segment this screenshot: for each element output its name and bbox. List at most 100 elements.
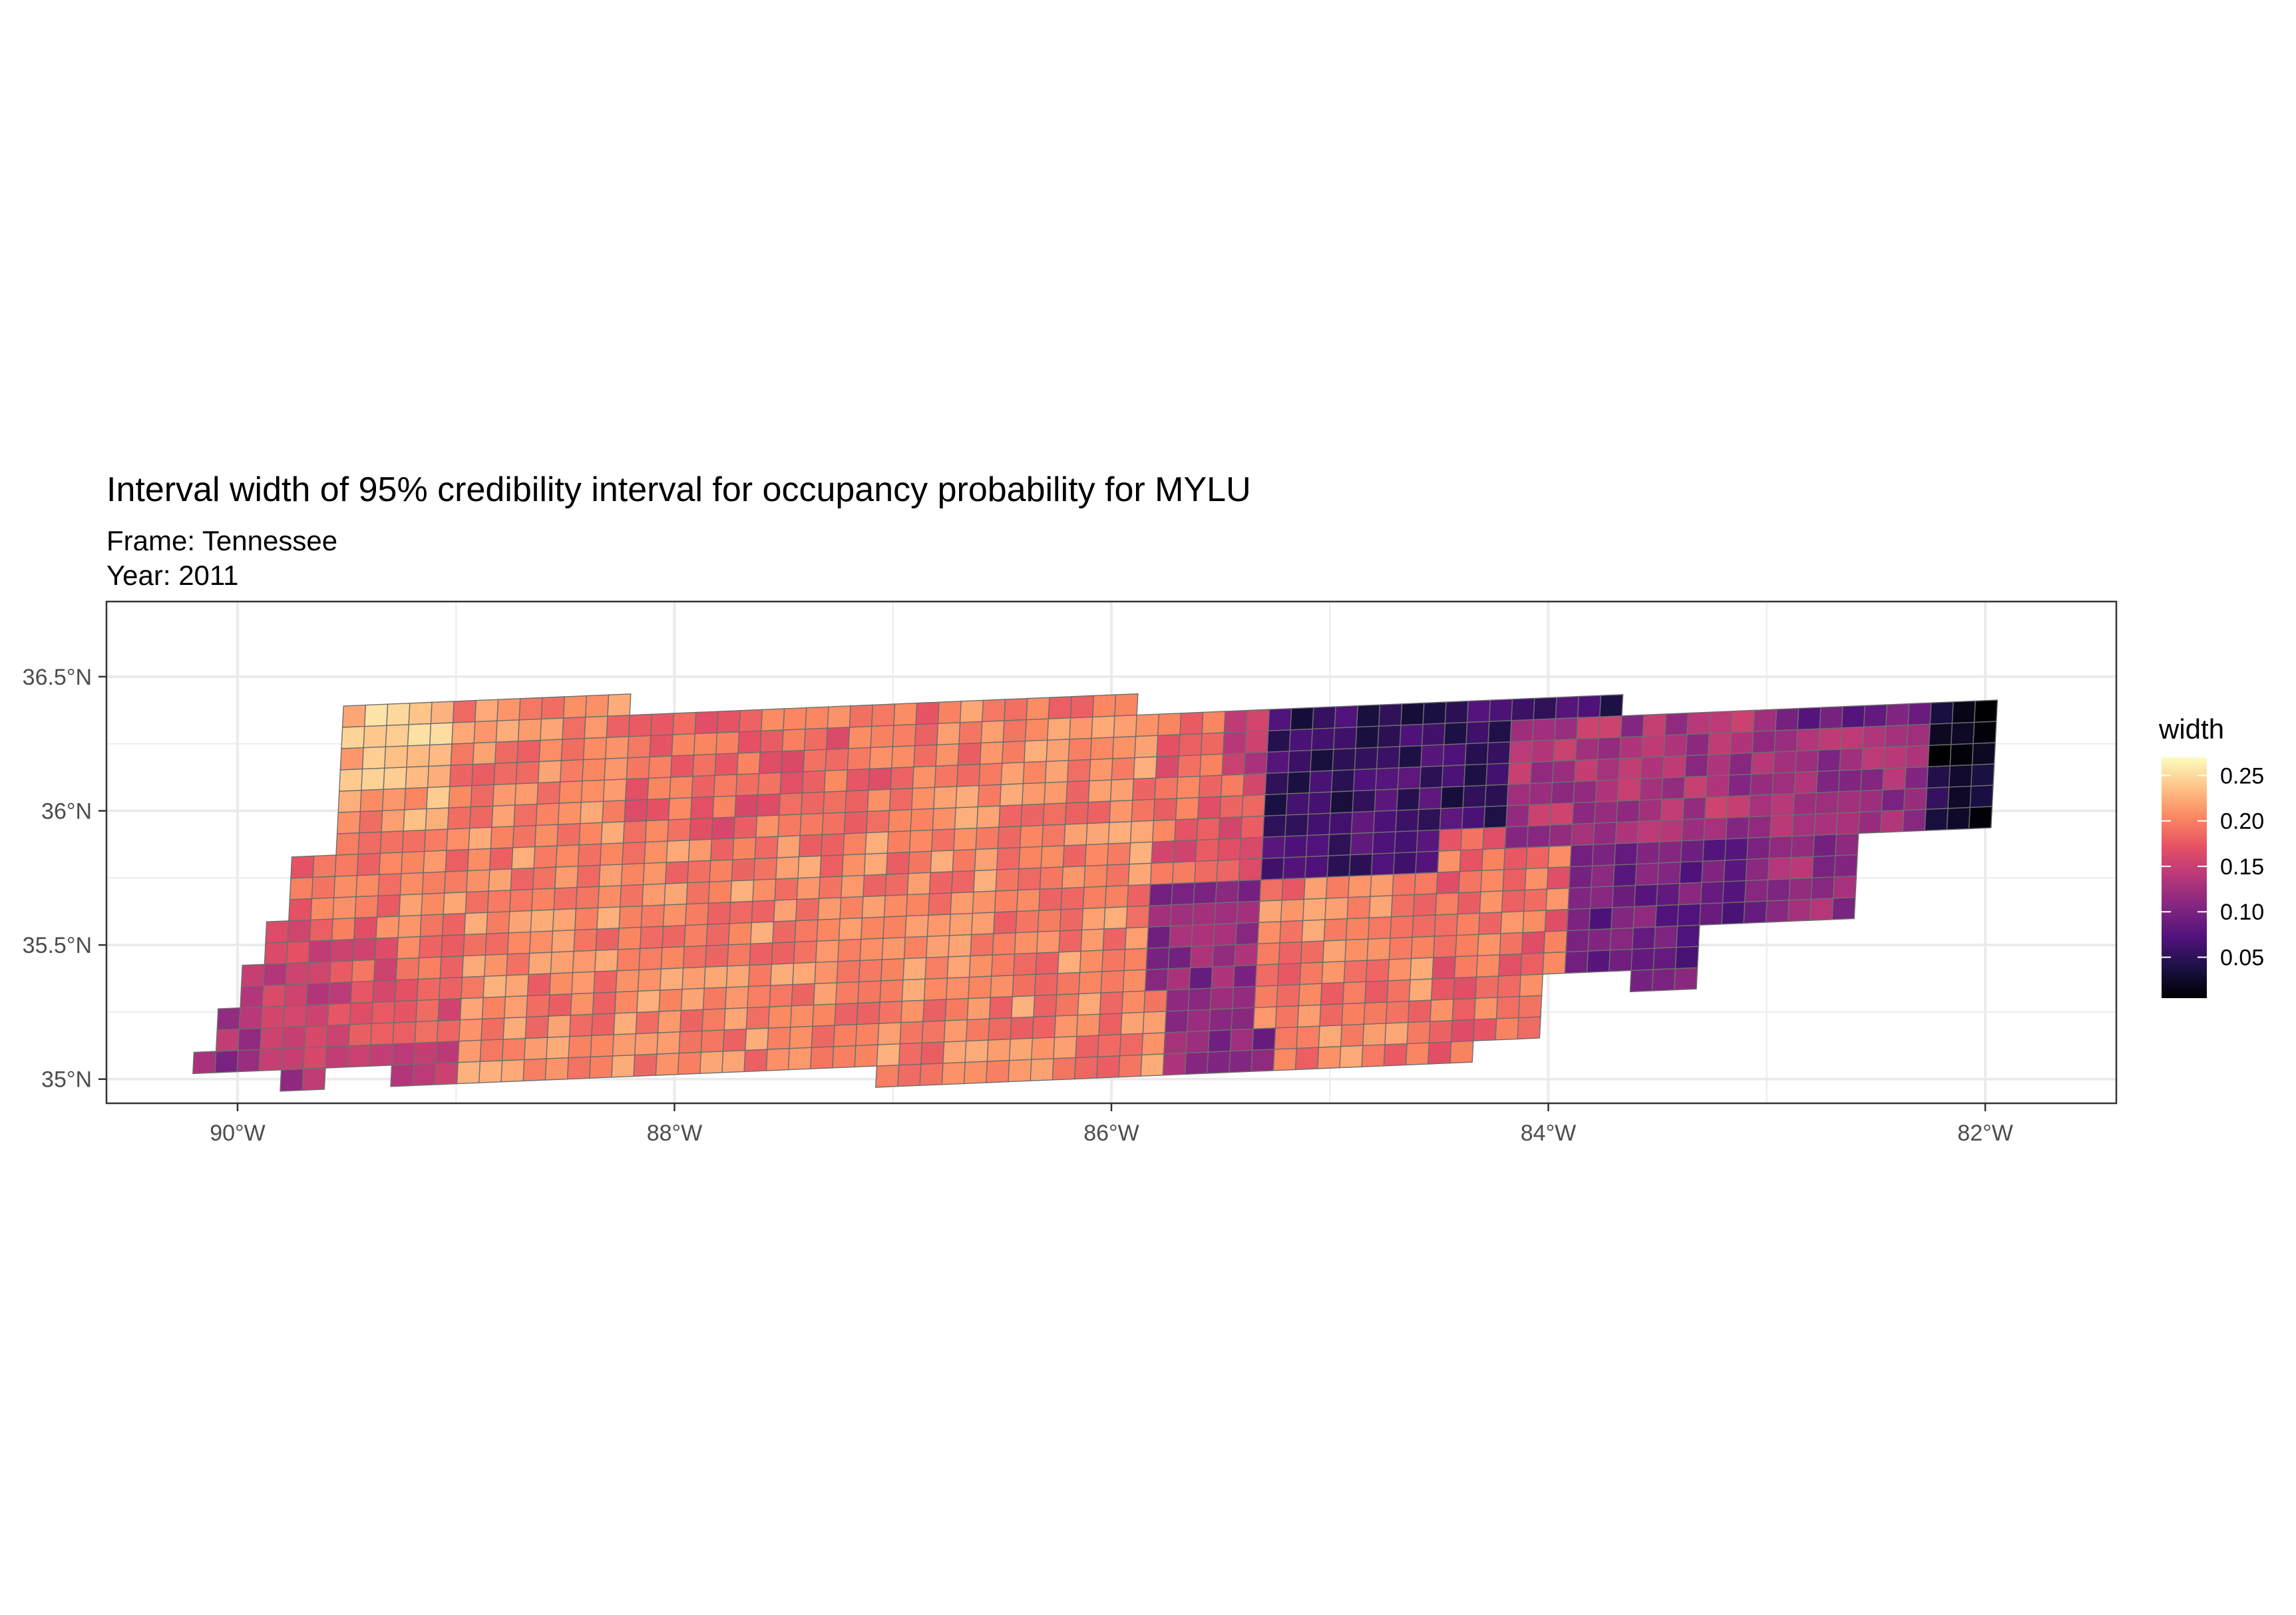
grid-cell — [775, 856, 800, 880]
grid-cell — [1902, 808, 1927, 832]
grid-cell — [467, 848, 492, 872]
grid-cell — [1355, 725, 1380, 749]
grid-cell — [426, 786, 451, 810]
grid-cell — [1376, 746, 1401, 769]
grid-cell — [1794, 771, 1818, 795]
grid-cell — [1703, 817, 1728, 840]
grid-cell — [1252, 1027, 1276, 1051]
grid-cell — [710, 838, 735, 861]
grid-cell — [943, 1019, 968, 1043]
grid-cell — [650, 713, 675, 737]
grid-cell — [1724, 837, 1749, 861]
grid-cell — [952, 848, 976, 872]
grid-cell — [436, 1019, 461, 1043]
grid-cell — [1575, 737, 1599, 761]
grid-cell — [1032, 1015, 1056, 1039]
grid-cell — [1179, 711, 1204, 735]
grid-cell — [1002, 740, 1026, 764]
grid-cell — [475, 699, 499, 723]
grid-cell — [1022, 782, 1046, 806]
grid-cell — [861, 916, 885, 940]
grid-cell — [685, 902, 709, 926]
grid-cell — [846, 768, 870, 792]
grid-cell — [1124, 926, 1149, 950]
grid-cell — [919, 1063, 944, 1086]
grid-cell — [1189, 945, 1215, 969]
grid-cell — [1075, 1035, 1099, 1059]
grid-cell — [1374, 789, 1398, 812]
grid-cell — [372, 980, 397, 1003]
grid-cell — [540, 717, 564, 741]
grid-cell — [419, 914, 444, 938]
grid-cell — [1089, 737, 1115, 761]
grid-cell — [1418, 787, 1443, 810]
grid-cell — [506, 952, 530, 976]
grid-cell — [626, 756, 650, 780]
grid-cell — [430, 701, 455, 725]
grid-cell — [817, 897, 842, 920]
grid-cell — [980, 720, 1005, 744]
grid-cell — [839, 896, 864, 920]
grid-cell — [1323, 918, 1348, 942]
grid-cell — [484, 932, 509, 956]
grid-cell — [1318, 1024, 1342, 1048]
grid-cell — [973, 869, 998, 893]
grid-cell — [1504, 825, 1529, 849]
grid-cell — [1459, 848, 1483, 872]
grid-cell — [333, 874, 358, 898]
grid-cell — [1768, 835, 1793, 859]
grid-cell — [772, 920, 797, 944]
grid-cell — [611, 1054, 636, 1078]
grid-cell — [1619, 735, 1644, 759]
grid-cell — [1506, 783, 1531, 807]
grid-cell — [1011, 995, 1036, 1019]
grid-cell — [1788, 877, 1813, 901]
grid-cell — [891, 745, 916, 769]
grid-cell — [1103, 906, 1128, 930]
grid-cell — [335, 832, 360, 856]
grid-cell — [1483, 805, 1508, 828]
grid-cell — [1417, 808, 1441, 832]
grid-cell — [982, 699, 1006, 723]
grid-cell — [1101, 948, 1126, 972]
grid-cell — [970, 933, 994, 957]
grid-cell — [1377, 725, 1402, 748]
grid-cell — [490, 826, 514, 849]
grid-cell — [1024, 718, 1050, 742]
grid-cell — [900, 999, 925, 1023]
grid-cell — [1164, 1009, 1189, 1033]
grid-cell — [1458, 870, 1483, 894]
grid-cell — [1129, 820, 1155, 844]
grid-cell — [1321, 960, 1346, 984]
grid-cell — [986, 1038, 1011, 1062]
grid-cell — [1034, 973, 1059, 996]
grid-cell — [690, 796, 715, 820]
grid-cell — [329, 960, 353, 984]
grid-cell — [1184, 1051, 1209, 1075]
grid-cell — [1346, 896, 1371, 920]
grid-cell — [1639, 777, 1664, 801]
grid-cell — [1294, 1047, 1320, 1071]
grid-cell — [580, 779, 605, 803]
grid-cell — [1509, 719, 1534, 743]
grid-cell — [1132, 777, 1157, 801]
grid-cell — [755, 814, 780, 838]
grid-cell — [678, 1030, 703, 1054]
grid-cell — [801, 770, 826, 794]
grid-cell — [749, 942, 773, 966]
grid-cell — [582, 758, 606, 782]
grid-cell — [1509, 740, 1533, 764]
grid-cell — [847, 747, 871, 771]
grid-cell — [986, 1059, 1010, 1083]
grid-cell — [761, 708, 785, 732]
grid-cell — [777, 813, 802, 837]
grid-cell — [1614, 842, 1638, 866]
grid-cell — [375, 916, 400, 939]
grid-cell — [948, 934, 972, 958]
grid-cell — [642, 883, 666, 907]
grid-cell — [472, 741, 497, 765]
grid-cell — [1217, 837, 1242, 861]
grid-cell — [1214, 901, 1239, 925]
grid-cell — [727, 922, 753, 946]
grid-cell — [1435, 870, 1461, 894]
